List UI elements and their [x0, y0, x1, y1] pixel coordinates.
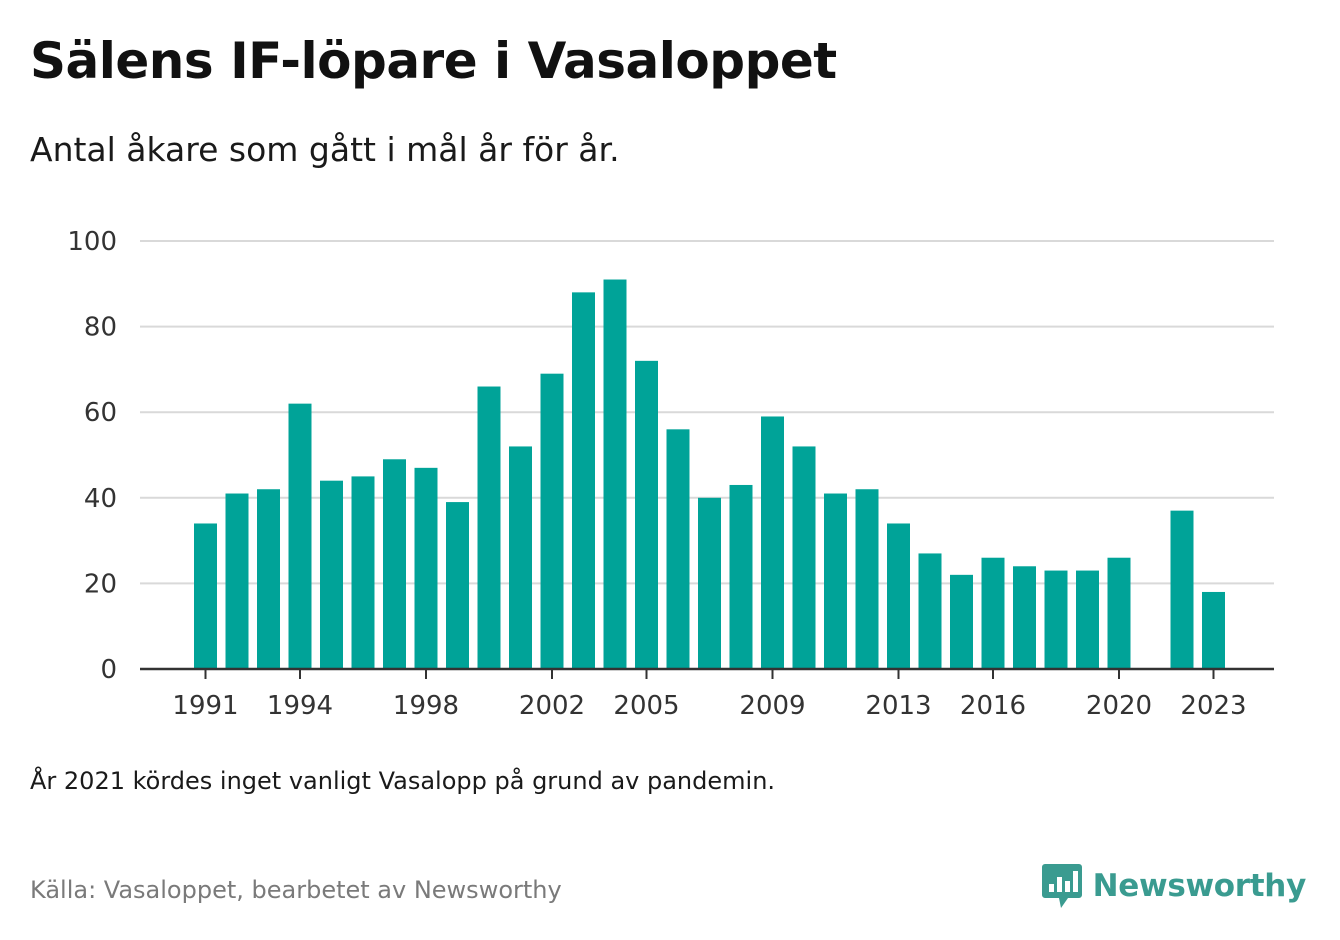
bar [603, 279, 627, 669]
x-tick-label: 2005 [613, 691, 679, 720]
bar [288, 403, 312, 669]
y-tick-label: 100 [67, 227, 117, 257]
chart-title: Sälens IF-löpare i Vasaloppet [30, 32, 837, 90]
bar [446, 502, 469, 669]
bar [477, 386, 501, 669]
x-tick-label: 1994 [267, 691, 333, 720]
bar [855, 489, 879, 669]
bar [540, 373, 564, 669]
bar-chart: 0 20 40 60 80 100 1991 1994 1998 2002 2005 2009 2013… [67, 227, 1274, 720]
x-tick-label: 2020 [1086, 691, 1152, 720]
x-tick-label: 1998 [393, 691, 459, 720]
bar [351, 476, 375, 669]
bar [1170, 510, 1194, 669]
bar [194, 523, 217, 669]
bar [666, 429, 690, 669]
bar [225, 493, 249, 669]
bar [918, 553, 942, 669]
bar [1202, 591, 1225, 669]
bar [1076, 570, 1099, 669]
bar-chart-speech-bubble-icon [1041, 864, 1082, 908]
brand-name: Newsworthy [1092, 868, 1307, 904]
bar [509, 446, 532, 669]
bar [1044, 570, 1068, 669]
bar [729, 484, 753, 669]
y-tick-label: 80 [84, 313, 117, 343]
bar [635, 360, 658, 669]
bar [887, 523, 910, 669]
x-tick-label: 2023 [1180, 691, 1246, 720]
bar [1107, 557, 1131, 669]
bar [698, 497, 721, 669]
y-tick-label: 0 [100, 655, 117, 685]
brand-logo: Newsworthy [1041, 860, 1306, 912]
bar [792, 446, 816, 669]
bar [320, 480, 343, 669]
source-credit: Källa: Vasaloppet, bearbetet av Newswort… [30, 876, 562, 904]
bar [824, 493, 847, 669]
bar [257, 489, 280, 669]
bar [383, 459, 406, 669]
y-tick-label: 40 [84, 484, 117, 514]
bar [1013, 566, 1036, 669]
x-tick-label: 1991 [172, 691, 238, 720]
bars [194, 279, 1225, 669]
bar [981, 557, 1005, 669]
x-tick-label: 2016 [960, 691, 1026, 720]
bar [572, 292, 595, 669]
x-tick-label: 2013 [865, 691, 931, 720]
chart-note: År 2021 kördes inget vanligt Vasalopp på… [30, 767, 776, 795]
axes: 0 20 40 60 80 100 1991 1994 1998 2002 2005 2009 2013… [67, 227, 1274, 720]
y-tick-label: 60 [84, 398, 117, 428]
chart-subtitle: Antal åkare som gått i mål år för år. [30, 130, 620, 169]
bar [950, 574, 973, 669]
x-tick-label: 2009 [739, 691, 805, 720]
y-tick-label: 20 [84, 569, 117, 599]
x-tick-label: 2002 [519, 691, 585, 720]
bar [414, 467, 438, 669]
bar [761, 416, 784, 669]
